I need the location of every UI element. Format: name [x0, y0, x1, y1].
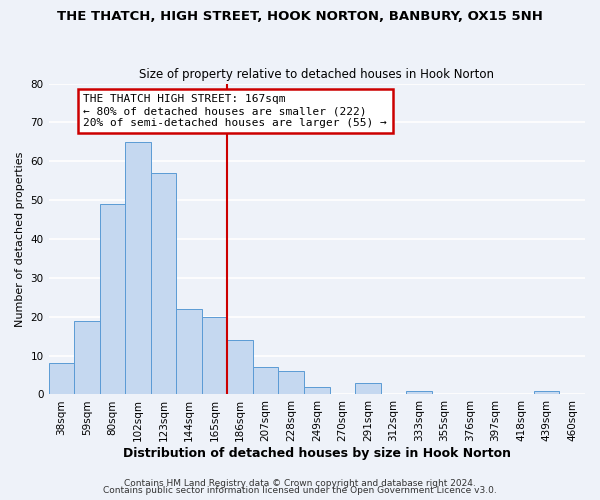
Bar — [534, 390, 559, 394]
Bar — [125, 142, 151, 395]
Bar — [278, 371, 304, 394]
Bar — [253, 368, 278, 394]
Y-axis label: Number of detached properties: Number of detached properties — [15, 152, 25, 326]
Bar — [151, 173, 176, 394]
Bar — [49, 364, 74, 394]
Text: THE THATCH HIGH STREET: 167sqm
← 80% of detached houses are smaller (222)
20% of: THE THATCH HIGH STREET: 167sqm ← 80% of … — [83, 94, 387, 128]
Bar — [176, 309, 202, 394]
Title: Size of property relative to detached houses in Hook Norton: Size of property relative to detached ho… — [139, 68, 494, 81]
Bar — [74, 320, 100, 394]
Bar — [304, 386, 329, 394]
Bar — [202, 316, 227, 394]
Bar — [100, 204, 125, 394]
Bar — [227, 340, 253, 394]
X-axis label: Distribution of detached houses by size in Hook Norton: Distribution of detached houses by size … — [123, 447, 511, 460]
Text: THE THATCH, HIGH STREET, HOOK NORTON, BANBURY, OX15 5NH: THE THATCH, HIGH STREET, HOOK NORTON, BA… — [57, 10, 543, 23]
Bar — [406, 390, 432, 394]
Bar — [355, 383, 380, 394]
Text: Contains public sector information licensed under the Open Government Licence v3: Contains public sector information licen… — [103, 486, 497, 495]
Text: Contains HM Land Registry data © Crown copyright and database right 2024.: Contains HM Land Registry data © Crown c… — [124, 478, 476, 488]
